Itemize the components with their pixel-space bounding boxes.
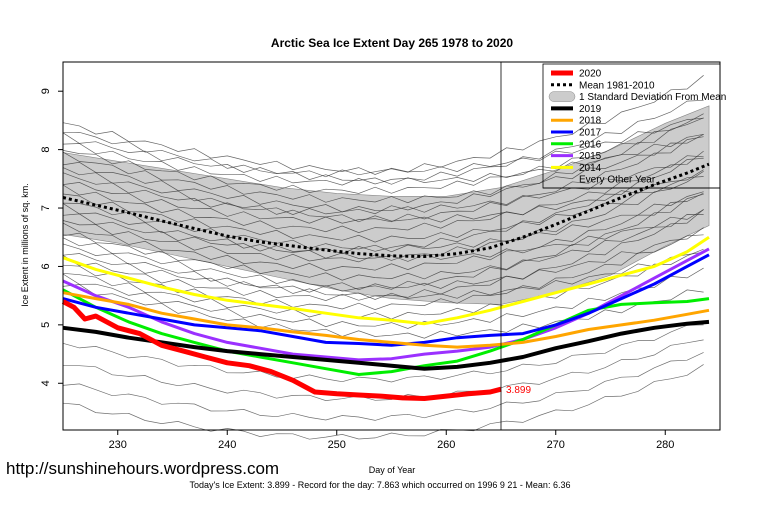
- y-axis-label: Ice Extent in millions of sq. km.: [20, 183, 30, 307]
- legend-label: 1 Standard Deviation From Mean: [579, 92, 726, 103]
- historical-year-line: [62, 113, 704, 194]
- x-tick-label: 250: [328, 439, 346, 451]
- legend-label: 2018: [579, 116, 602, 127]
- y-tick-label: 8: [40, 147, 52, 153]
- historical-year-line: [62, 193, 704, 293]
- x-tick-label: 270: [547, 439, 565, 451]
- y-tick-label: 4: [40, 380, 52, 386]
- y-tick-label: 9: [40, 88, 52, 94]
- legend-label: 2015: [579, 151, 602, 162]
- series-line-2014: [62, 235, 710, 326]
- historical-year-line: [62, 364, 704, 440]
- historical-year-line: [62, 155, 704, 213]
- x-tick-label: 240: [218, 439, 236, 451]
- std-dev-band: [62, 105, 710, 305]
- legend-label: 2016: [579, 139, 602, 150]
- historical-year-line: [62, 214, 704, 281]
- x-tick-label: 260: [437, 439, 455, 451]
- series-line-2020: [61, 299, 502, 401]
- historical-year-line: [62, 131, 704, 185]
- historical-year-line: [62, 75, 704, 178]
- plot-frame: [62, 61, 721, 431]
- historical-year-line: [62, 117, 704, 215]
- series-line-2016: [62, 288, 710, 376]
- legend-label: Every Other Year: [579, 175, 656, 186]
- legend-label: 2020: [579, 69, 602, 80]
- historical-year-line: [62, 267, 704, 329]
- series-line-2017: [62, 253, 710, 347]
- series-line-2015: [62, 247, 710, 362]
- watermark-url: http://sunshinehours.wordpress.com: [6, 459, 280, 478]
- historical-year-line: [62, 117, 704, 175]
- series-line-2018: [62, 291, 710, 349]
- historical-year-line: [62, 248, 704, 320]
- historical-year-line: [62, 209, 704, 301]
- x-tick-label: 230: [109, 439, 127, 451]
- y-tick-label: 7: [40, 205, 52, 211]
- legend-label: Mean 1981-2010: [579, 80, 655, 91]
- x-tick-label: 280: [656, 439, 674, 451]
- historical-year-line: [62, 192, 704, 271]
- series-line-2019: [62, 319, 710, 371]
- historical-year-line: [62, 136, 704, 224]
- y-tick-label: 6: [40, 263, 52, 269]
- legend-swatch: [548, 91, 576, 102]
- historical-year-line: [62, 150, 704, 233]
- current-value-label: 3.899: [506, 385, 531, 396]
- historical-year-line: [62, 227, 704, 291]
- historical-year-line: [62, 243, 704, 300]
- historical-year-line: [62, 352, 704, 421]
- historical-year-line: [63, 339, 704, 401]
- historical-year-line: [62, 171, 704, 263]
- historical-year-line: [62, 167, 704, 223]
- legend-label: 2014: [579, 163, 602, 174]
- historical-year-line: [62, 284, 704, 339]
- footer-summary: Today's Ice Extent: 3.899 - Record for t…: [189, 480, 571, 490]
- historical-year-line: [62, 133, 704, 204]
- x-axis-label: Day of Year: [369, 465, 416, 475]
- chart-title: Arctic Sea Ice Extent Day 265 1978 to 20…: [271, 36, 513, 50]
- historical-year-line: [62, 324, 704, 383]
- legend-label: 2019: [579, 104, 602, 115]
- y-tick-label: 5: [40, 322, 52, 328]
- historical-year-line: [62, 99, 704, 186]
- legend-label: 2017: [579, 128, 602, 139]
